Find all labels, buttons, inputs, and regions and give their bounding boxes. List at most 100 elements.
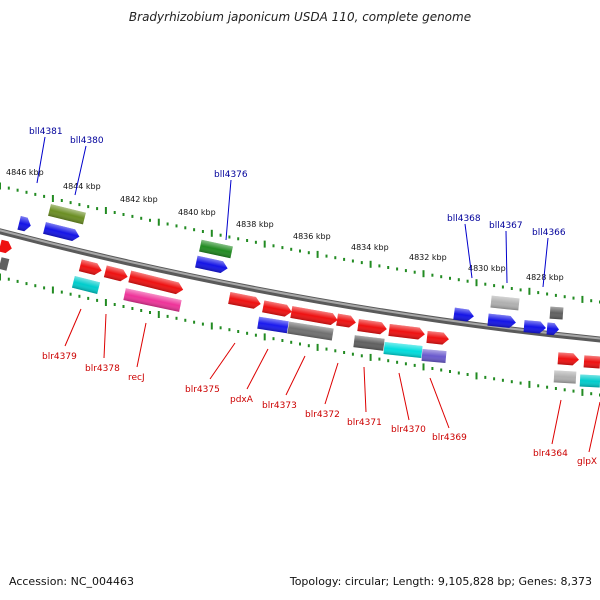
gene-label[interactable]: pdxA <box>230 395 254 405</box>
minor-tick <box>175 224 178 228</box>
gene-label[interactable]: bll4380 <box>70 136 104 146</box>
leader-line <box>136 322 147 368</box>
gene-label[interactable]: bll4366 <box>532 228 566 238</box>
gene-arrow[interactable] <box>228 292 262 310</box>
minor-tick <box>237 237 240 241</box>
minor-tick <box>254 240 257 244</box>
gene-label[interactable]: blr4364 <box>533 449 568 459</box>
gene-arrow[interactable] <box>17 215 32 232</box>
gene-arrow[interactable] <box>490 295 520 311</box>
gene-arrow[interactable] <box>0 239 13 255</box>
gene-arrow[interactable] <box>78 259 103 277</box>
gene-label[interactable]: blr4369 <box>432 433 467 443</box>
leader-line <box>429 377 450 429</box>
major-tick <box>316 343 319 351</box>
gene-arrow[interactable] <box>0 257 10 271</box>
gene-arrow[interactable] <box>557 352 580 366</box>
minor-tick <box>501 285 504 289</box>
minor-tick <box>201 230 204 233</box>
gene-arrow[interactable] <box>287 321 334 341</box>
gene-arrow[interactable] <box>353 335 385 351</box>
gene-label[interactable]: bll4376 <box>214 170 248 180</box>
gene-arrow[interactable] <box>123 288 182 312</box>
major-tick <box>0 182 1 190</box>
gene-arrow[interactable] <box>336 313 357 329</box>
major-tick <box>104 299 107 306</box>
gene-label[interactable]: glpX <box>577 457 597 467</box>
minor-tick <box>290 340 293 344</box>
leader-lines-minus <box>36 136 549 288</box>
gene-arrow[interactable] <box>421 348 447 364</box>
minor-tick <box>537 291 540 295</box>
gene-arrow[interactable] <box>553 370 577 384</box>
minor-tick <box>325 347 328 351</box>
leader-lines-plus <box>64 308 600 453</box>
leader-line <box>551 399 562 445</box>
minus-strand-genes <box>0 204 564 336</box>
major-tick <box>51 286 54 294</box>
minor-tick <box>96 298 99 302</box>
scale-label: 4834 kbp <box>351 243 389 252</box>
gene-label[interactable]: bll4381 <box>29 127 63 137</box>
gene-arrow[interactable] <box>523 320 547 334</box>
gene-label[interactable]: blr4371 <box>347 418 382 428</box>
minor-tick <box>449 276 451 280</box>
leader-line <box>225 179 232 241</box>
major-tick <box>528 287 531 295</box>
minor-tick <box>334 349 337 353</box>
accession-label: Accession: NC_004463 <box>9 575 135 588</box>
gene-arrow[interactable] <box>199 239 233 259</box>
gene-label[interactable]: bll4368 <box>447 214 481 224</box>
gene-label[interactable]: blr4372 <box>305 410 340 420</box>
minor-tick <box>166 222 169 226</box>
gene-arrow[interactable] <box>579 374 600 388</box>
gene-arrow[interactable] <box>195 255 229 274</box>
minor-tick <box>25 282 28 286</box>
minor-tick <box>87 296 90 300</box>
gene-arrow[interactable] <box>357 319 387 335</box>
gene-arrow[interactable] <box>583 355 600 369</box>
gene-label[interactable]: blr4378 <box>85 364 120 374</box>
minor-tick <box>378 264 381 268</box>
gene-label[interactable]: recJ <box>128 373 145 383</box>
gene-arrow[interactable] <box>43 222 81 242</box>
minor-tick <box>96 207 99 211</box>
plus-ring <box>0 273 600 397</box>
minor-tick <box>201 322 204 326</box>
gene-arrow[interactable] <box>383 342 423 358</box>
gene-label[interactable]: blr4379 <box>42 352 77 362</box>
minor-tick <box>484 375 487 379</box>
minor-tick <box>299 249 301 253</box>
gene-arrow[interactable] <box>549 306 564 320</box>
minor-tick <box>396 267 399 271</box>
gene-label[interactable]: blr4375 <box>185 385 220 395</box>
minor-tick <box>351 259 354 263</box>
minor-tick <box>184 318 187 322</box>
minor-tick <box>554 293 557 297</box>
gene-arrow[interactable] <box>546 322 559 336</box>
gene-arrow[interactable] <box>262 300 293 317</box>
minor-tick <box>457 278 460 282</box>
scale-ring <box>0 182 600 304</box>
gene-arrow[interactable] <box>290 306 338 326</box>
minor-tick <box>149 311 151 314</box>
gene-arrow[interactable] <box>48 204 86 225</box>
minor-tick <box>131 214 134 218</box>
gene-label[interactable]: blr4370 <box>391 425 426 435</box>
minor-tick <box>87 205 90 209</box>
gene-arrow[interactable] <box>103 265 129 283</box>
minor-tick <box>537 384 540 388</box>
minor-tick <box>360 261 363 265</box>
gene-arrow[interactable] <box>128 270 184 296</box>
leader-line <box>285 355 306 396</box>
gene-arrow[interactable] <box>453 307 474 323</box>
gene-arrow[interactable] <box>426 330 449 345</box>
gene-arrow[interactable] <box>71 276 101 294</box>
gene-arrow[interactable] <box>257 316 289 334</box>
gene-label[interactable]: blr4373 <box>262 401 297 411</box>
gene-label[interactable]: bll4367 <box>489 221 523 231</box>
minor-tick <box>572 389 575 393</box>
gene-arrow[interactable] <box>487 313 516 329</box>
gene-arrow[interactable] <box>388 323 425 340</box>
